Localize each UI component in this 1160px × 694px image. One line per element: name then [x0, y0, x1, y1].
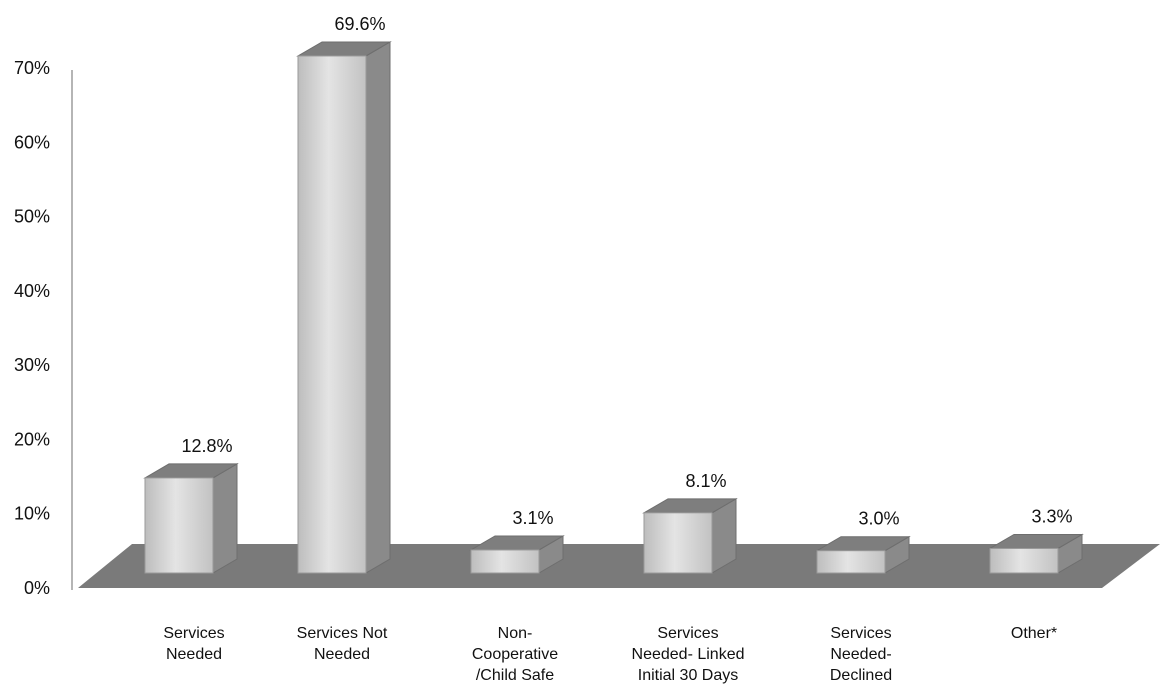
- y-tick-label: 0%: [24, 578, 50, 598]
- bar: [988, 533, 1084, 574]
- x-category-label: Services Needed-Declined: [830, 625, 892, 684]
- y-tick-label: 70%: [14, 58, 50, 78]
- bar-front: [297, 55, 367, 574]
- y-tick-label: 10%: [14, 504, 50, 524]
- bar-front: [816, 550, 886, 574]
- bar-side: [365, 41, 391, 574]
- bar-value-label: 69.6%: [334, 14, 385, 34]
- y-tick-label: 60%: [14, 132, 50, 152]
- bar-front: [989, 547, 1059, 574]
- x-category-label: Non-Cooperative/Child Safe: [472, 625, 558, 684]
- x-category-label: Other*: [1011, 625, 1057, 642]
- bar: [815, 535, 911, 574]
- bar-value-label: 3.3%: [1031, 506, 1072, 526]
- x-category-label: Services Needed- Linked Initial 30 Days: [632, 625, 745, 684]
- bar-front: [144, 477, 214, 574]
- bar: [296, 41, 392, 574]
- bar-value-label: 3.0%: [858, 509, 899, 529]
- bar-front: [643, 512, 713, 574]
- bar: [642, 497, 738, 574]
- y-tick-label: 50%: [14, 207, 50, 227]
- bar-value-label: 3.1%: [512, 508, 553, 528]
- bar-value-label: 12.8%: [181, 436, 232, 456]
- y-tick-label: 40%: [14, 281, 50, 301]
- y-tick-label: 30%: [14, 355, 50, 375]
- bar-front: [470, 549, 540, 574]
- bar: [469, 535, 565, 574]
- y-tick-label: 20%: [14, 429, 50, 449]
- bar: [143, 463, 239, 574]
- bar-side: [212, 463, 238, 574]
- x-category-label: Services Needed: [163, 625, 224, 663]
- x-category-label: Services Not Needed: [297, 625, 388, 663]
- bar-value-label: 8.1%: [685, 471, 726, 491]
